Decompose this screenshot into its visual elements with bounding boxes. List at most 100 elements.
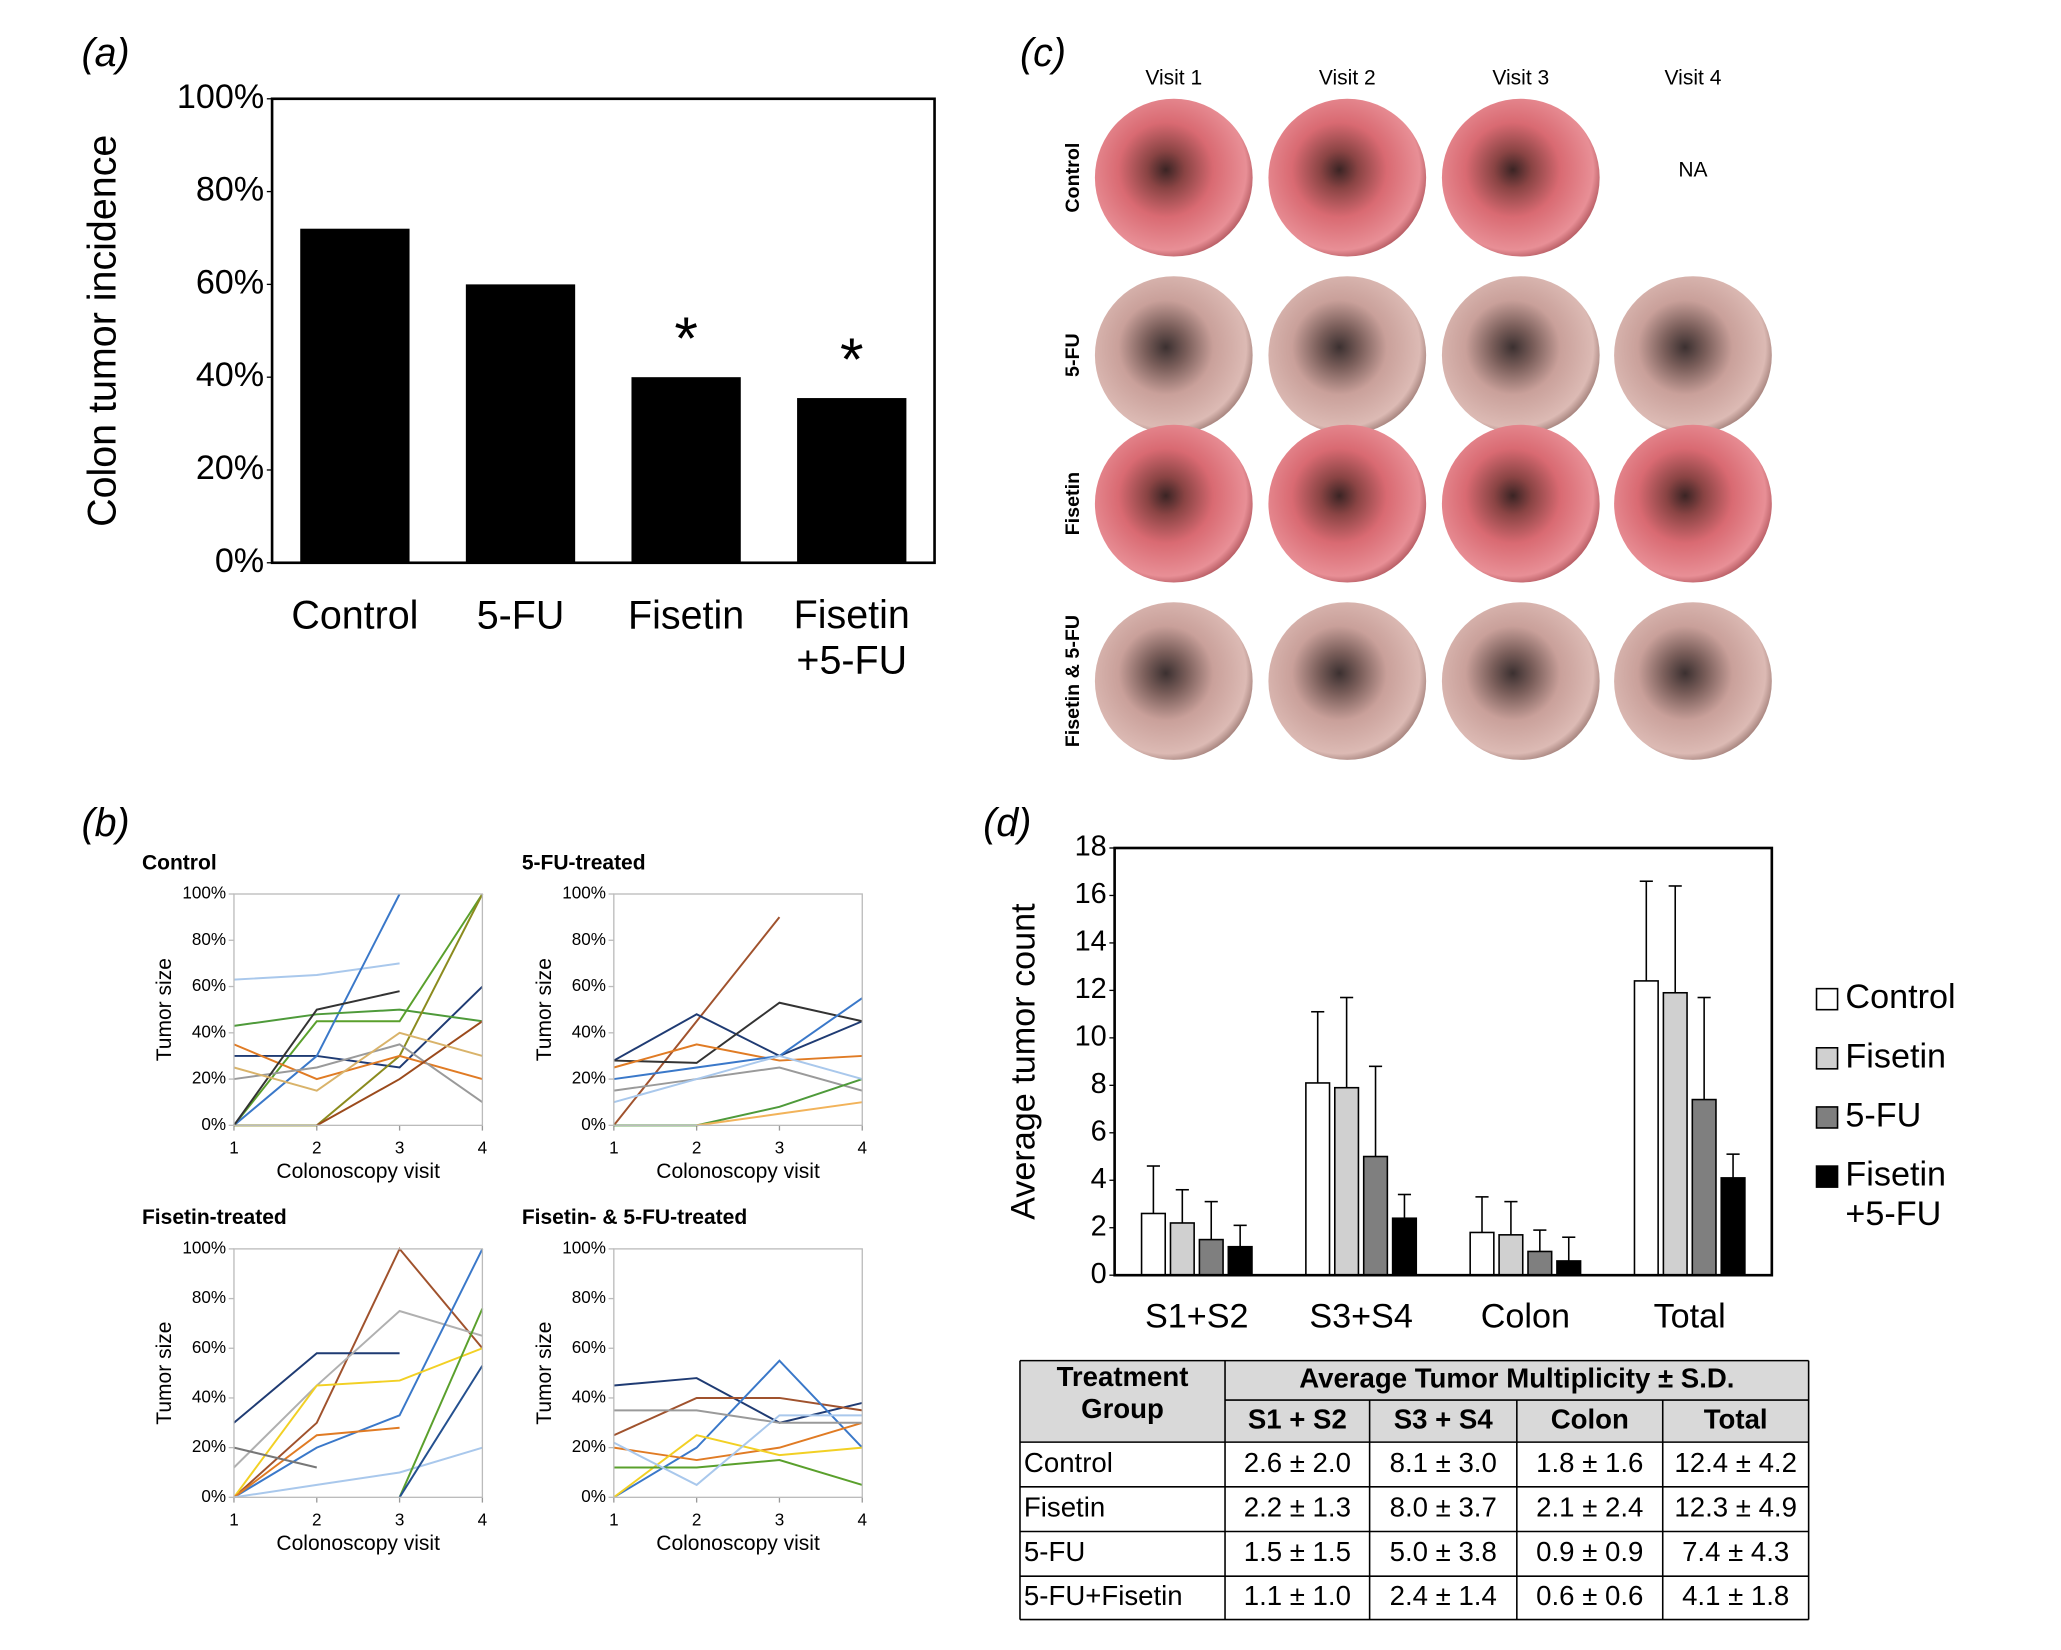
y-tick-label: 0% (215, 542, 264, 580)
line-series (613, 1377, 863, 1424)
bar (1633, 980, 1659, 1276)
line-series (316, 1020, 483, 1127)
endoscopy-image (1094, 602, 1253, 760)
x-tick-label: Colon (1481, 1298, 1570, 1336)
y-tick-label: 20% (572, 1437, 606, 1456)
y-axis-label: Average tumor count (1004, 903, 1042, 1220)
chart-title: Fisetin- & 5-FU-treated (522, 1206, 747, 1229)
legend-label: Control (1845, 978, 1955, 1016)
row-label: Control (1062, 143, 1084, 213)
bar (1391, 1217, 1418, 1276)
table-cell: 8.0 ± 3.7 (1390, 1491, 1497, 1522)
bar (1691, 1098, 1717, 1276)
bar (797, 398, 907, 563)
bar (1169, 1222, 1195, 1276)
plot-frame (1113, 846, 1774, 1277)
chart-title: Control (142, 851, 217, 874)
table-cell: 2.6 ± 2.0 (1244, 1447, 1351, 1478)
endoscopy-image (1268, 424, 1427, 583)
line-series (613, 1013, 863, 1062)
y-tick-label: 40% (196, 356, 264, 394)
endoscopy-image (1441, 276, 1600, 434)
plot-frame (613, 1248, 863, 1498)
table-cell: 2.2 ± 1.3 (1244, 1491, 1351, 1522)
image-grid: (c) Visit 1 Visit 2 Visit 3 Visit 4 Control NA… (1020, 31, 1772, 760)
y-tick-label: 0% (581, 1115, 606, 1134)
plot-frame (233, 1248, 484, 1498)
table-header: S3 + S4 (1394, 1403, 1494, 1434)
bar (1720, 1177, 1746, 1276)
y-tick-label: 40% (192, 1387, 226, 1406)
row-label: 5-FU (1062, 333, 1084, 377)
table-header: Treatment Group (1057, 1361, 1189, 1424)
endoscopy-image (1614, 602, 1772, 760)
x-tick-label: 2 (312, 1139, 321, 1158)
bar (1556, 1260, 1582, 1276)
table-cell: 2.4 ± 1.4 (1390, 1580, 1497, 1611)
x-axis-label: Colonoscopy visit (656, 1532, 820, 1555)
y-tick-label: 60% (572, 976, 606, 995)
panel-label: (c) (1020, 31, 1066, 75)
table-header: Average Tumor Multiplicity ± S.D. (1299, 1363, 1734, 1394)
legend-swatch (1815, 1106, 1839, 1129)
y-tick-label: 8 (1091, 1068, 1107, 1100)
y-axis-label: Tumor size (153, 1322, 176, 1425)
panel-label: (b) (81, 801, 129, 845)
column-header: Visit 4 (1665, 67, 1722, 90)
y-tick-label: 80% (196, 171, 264, 209)
endoscopy-image (1268, 276, 1427, 434)
y-tick-label: 40% (192, 1022, 226, 1041)
line-series (233, 1043, 483, 1104)
x-tick-label: Fisetin (628, 593, 744, 637)
legend-label: Fisetin (1845, 1037, 1946, 1075)
y-tick-label: 2 (1091, 1210, 1107, 1242)
table-header: Total (1704, 1403, 1768, 1434)
endoscopy-image (1441, 98, 1600, 257)
line-series (233, 1352, 400, 1424)
endoscopy-image (1268, 602, 1427, 760)
y-tick-label: 100% (182, 884, 226, 903)
legend-swatch (1815, 1047, 1839, 1070)
bar (465, 284, 576, 563)
y-tick-label: 20% (192, 1069, 226, 1088)
x-tick-label: 2 (692, 1139, 702, 1158)
x-axis-label: Colonoscopy visit (276, 1532, 440, 1555)
table-header-bg (1019, 1360, 1809, 1443)
table-cell: 2.1 ± 2.4 (1536, 1491, 1643, 1522)
line-series (233, 1446, 318, 1469)
line-series (233, 962, 400, 981)
x-tick-label: 5-FU (477, 593, 565, 637)
legend-label: 5-FU (1845, 1096, 1921, 1134)
y-tick-label: 80% (572, 1288, 606, 1307)
bar (300, 228, 410, 563)
y-tick-label: 0 (1091, 1258, 1107, 1290)
line-series (233, 1248, 484, 1499)
y-tick-label: 0% (201, 1115, 226, 1134)
x-tick-label: 2 (312, 1510, 321, 1529)
y-tick-label: 100% (562, 1238, 606, 1257)
x-tick-label: 4 (478, 1139, 488, 1158)
y-tick-label: 12 (1075, 973, 1107, 1005)
table-cell: 1.1 ± 1.0 (1244, 1580, 1351, 1611)
x-tick-label: S3+S4 (1309, 1298, 1413, 1336)
y-tick-label: 100% (177, 78, 264, 116)
table-cell: 5.0 ± 3.8 (1390, 1536, 1497, 1567)
bar (1498, 1234, 1524, 1276)
line-series (613, 1409, 863, 1424)
table-cell: 5-FU+Fisetin (1024, 1580, 1183, 1611)
line-series (613, 1414, 863, 1487)
line-series (233, 1043, 483, 1081)
x-tick-label: Fisetin +5-FU (794, 593, 910, 682)
y-tick-label: 60% (572, 1338, 606, 1357)
line-series (613, 916, 781, 1126)
line-series (233, 1426, 400, 1499)
y-tick-label: 0% (201, 1487, 226, 1506)
x-tick-label: 3 (395, 1139, 405, 1158)
x-axis-label: Colonoscopy visit (656, 1160, 820, 1183)
x-tick-label: Total (1654, 1298, 1726, 1336)
y-tick-label: 100% (182, 1238, 226, 1257)
x-tick-label: 1 (609, 1139, 619, 1158)
y-tick-label: 0% (581, 1487, 606, 1506)
row-label: Fisetin & 5-FU (1062, 615, 1084, 747)
line-series (613, 1001, 863, 1064)
